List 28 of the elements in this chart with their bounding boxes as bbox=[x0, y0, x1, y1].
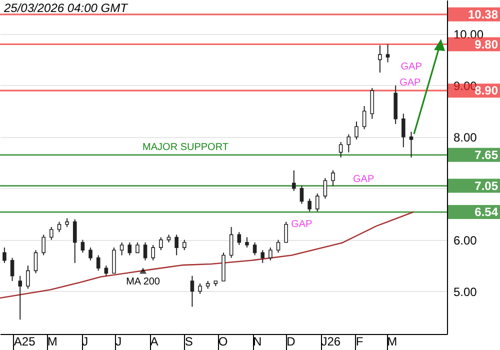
ref-line-label: 7.65 bbox=[474, 148, 498, 162]
chart-title: 25/03/2026 04:00 GMT bbox=[3, 1, 130, 15]
annotation: GAP bbox=[400, 61, 422, 72]
x-tick-label: J bbox=[82, 334, 88, 348]
x-tick-label: M bbox=[47, 334, 58, 348]
annotation: MA 200 bbox=[126, 276, 160, 288]
ref-line-label: 6.54 bbox=[474, 205, 498, 220]
ref-line-label: 8.90 bbox=[474, 84, 498, 98]
x-tick-label: A25 bbox=[14, 334, 36, 348]
x-tick-label: S bbox=[184, 334, 193, 348]
annotation: MAJOR SUPPORT bbox=[142, 142, 228, 153]
x-tick-label: J26 bbox=[321, 334, 341, 348]
ref-line-label: 7.05 bbox=[474, 178, 498, 193]
x-tick-label: F bbox=[356, 334, 364, 348]
annotation: GAP bbox=[291, 218, 313, 230]
x-tick-label: N bbox=[253, 334, 262, 348]
annotation: GAP bbox=[353, 174, 374, 185]
y-tick-label: 8.00 bbox=[454, 130, 478, 144]
x-tick-label: A bbox=[150, 334, 158, 348]
x-tick-label: D bbox=[286, 334, 296, 348]
x-tick-label: O bbox=[218, 334, 228, 348]
y-tick-label: 5.00 bbox=[454, 284, 478, 299]
y-tick-label: 6.00 bbox=[454, 233, 478, 248]
ref-line-label: 9.80 bbox=[474, 37, 498, 52]
x-tick-label: M bbox=[387, 334, 398, 348]
x-tick-label: J bbox=[116, 334, 122, 348]
ref-line-label: 10.38 bbox=[468, 7, 498, 22]
annotation: GAP bbox=[400, 77, 422, 88]
